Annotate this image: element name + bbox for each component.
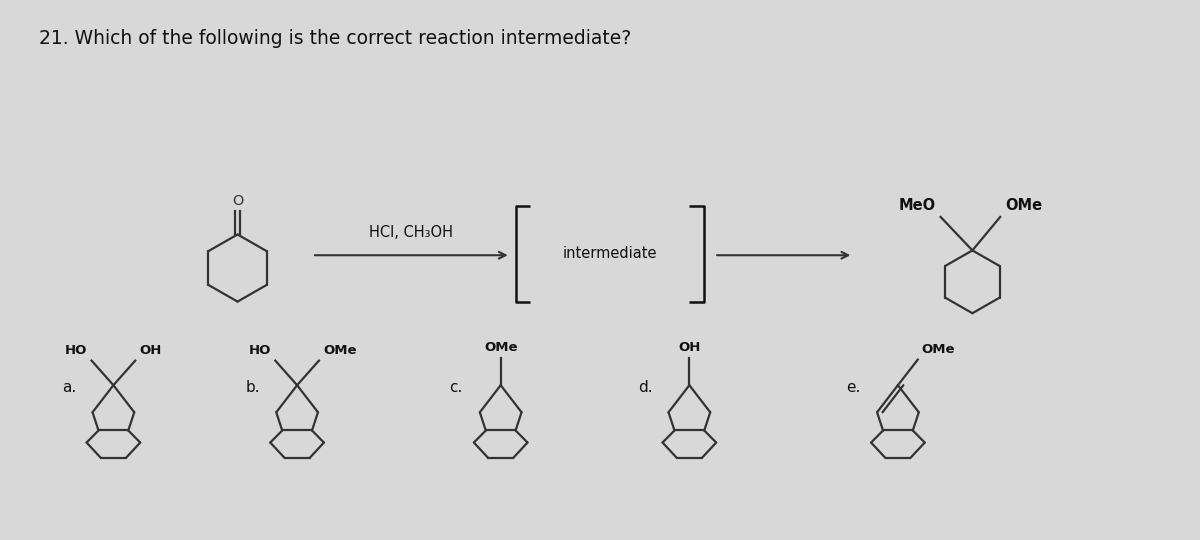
Text: MeO: MeO [899,198,936,213]
Text: HCl, CH₃OH: HCl, CH₃OH [370,226,454,240]
Text: intermediate: intermediate [563,246,658,261]
Text: HO: HO [248,343,271,356]
Text: OH: OH [678,341,701,354]
Text: OMe: OMe [484,341,517,354]
Text: a.: a. [61,380,76,395]
Text: OMe: OMe [323,343,356,356]
Text: b.: b. [246,380,260,395]
Text: OH: OH [139,343,162,356]
Text: OMe: OMe [922,343,955,356]
Text: O: O [232,194,244,207]
Text: e.: e. [846,380,860,395]
Text: 21. Which of the following is the correct reaction intermediate?: 21. Which of the following is the correc… [38,29,631,48]
Text: HO: HO [65,343,88,356]
Text: c.: c. [449,380,462,395]
Text: d.: d. [637,380,653,395]
Text: OMe: OMe [1006,198,1043,213]
